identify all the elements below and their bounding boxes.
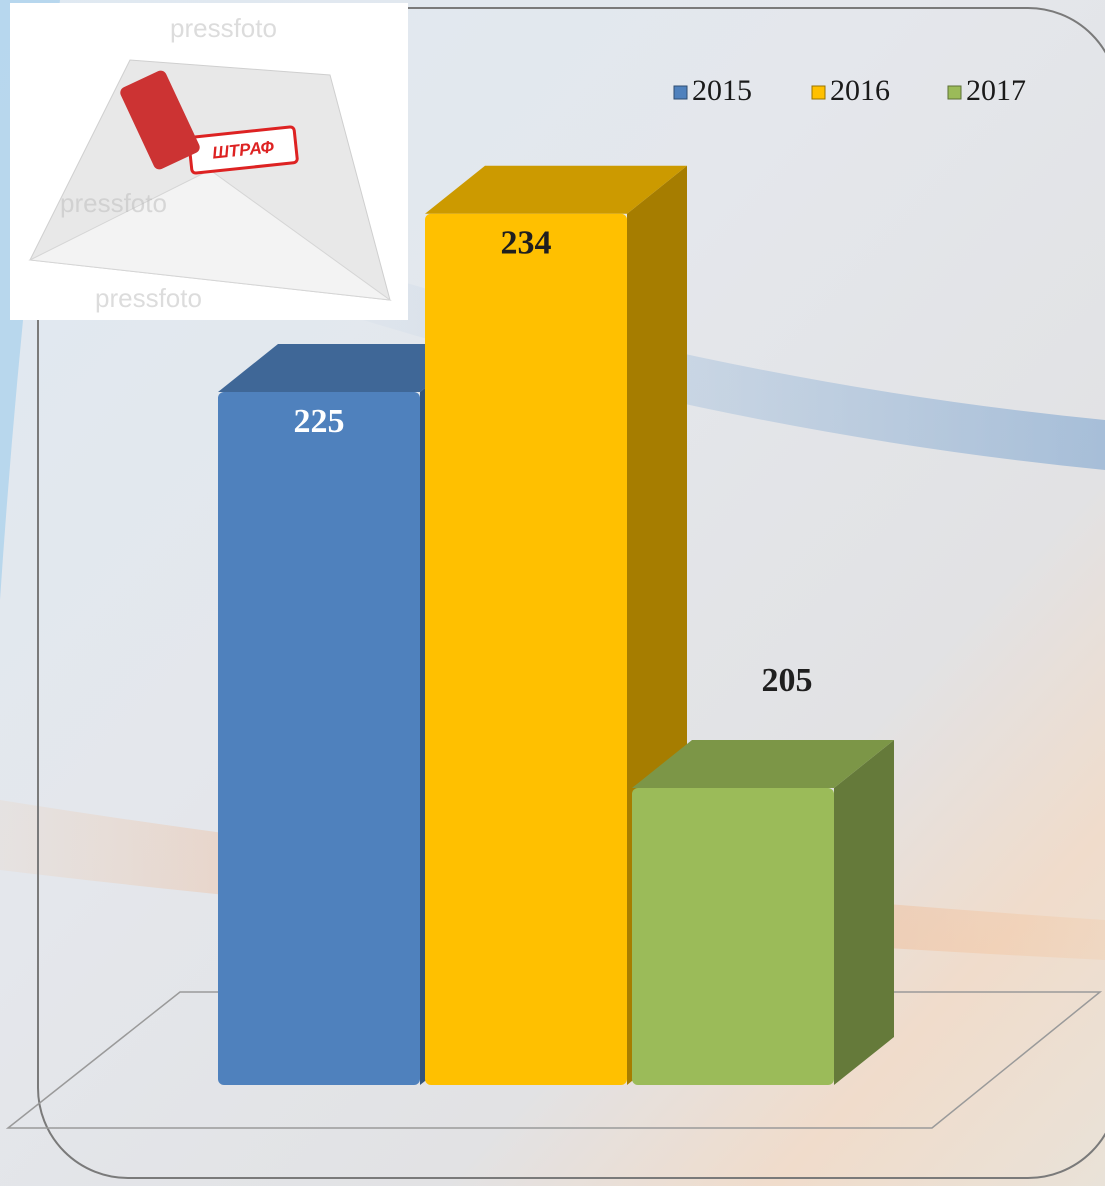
- legend-label: 2017: [966, 74, 1026, 107]
- legend-label: 2016: [830, 74, 890, 107]
- bar: [218, 392, 420, 1085]
- watermark: pressfoto: [170, 13, 277, 43]
- data-label: 225: [294, 403, 345, 440]
- data-label: 234: [501, 225, 552, 262]
- watermark: pressfoto: [95, 283, 202, 313]
- chart: ШТРАФ pressfoto pressfoto pressfoto 225 2…: [0, 0, 1105, 1186]
- legend-swatch: [948, 86, 961, 99]
- legend-swatch: [674, 86, 687, 99]
- data-label: 205: [762, 662, 813, 699]
- bar: [632, 788, 834, 1085]
- legend-swatch: [812, 86, 825, 99]
- bar: [425, 214, 627, 1085]
- picture: ШТРАФ pressfoto pressfoto pressfoto: [10, 3, 408, 320]
- bar-side: [834, 740, 894, 1085]
- legend-label: 2015: [692, 74, 752, 107]
- watermark: pressfoto: [60, 188, 167, 218]
